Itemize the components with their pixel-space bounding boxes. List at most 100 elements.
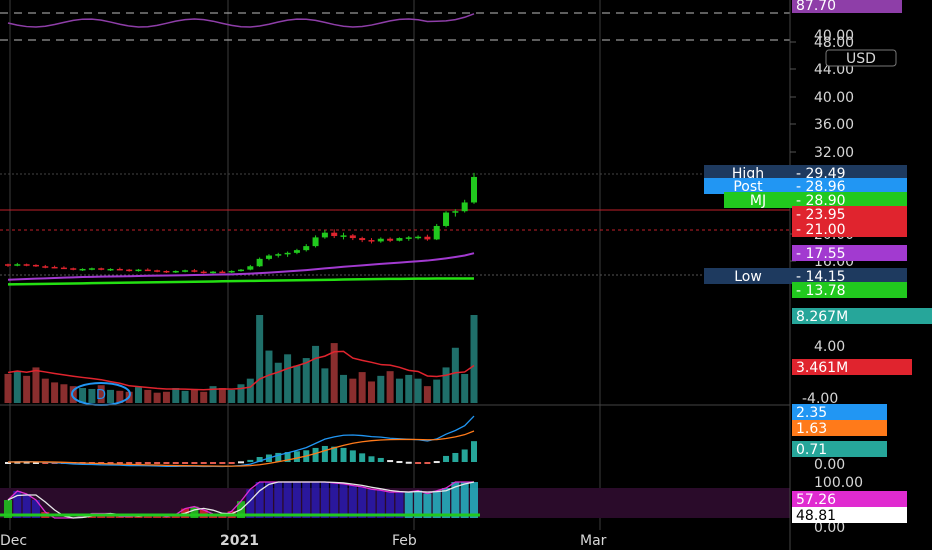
candle-body	[377, 238, 384, 242]
stoch-bar	[274, 482, 283, 518]
macd-bar	[256, 457, 263, 462]
candle-body	[32, 264, 39, 267]
candle-body	[340, 235, 347, 237]
macd-bar	[396, 461, 403, 464]
stoch-bar	[423, 493, 432, 518]
volume-bar	[349, 378, 357, 403]
candle-body	[265, 255, 272, 259]
macd-bar	[191, 462, 198, 464]
volume-bar	[451, 347, 459, 403]
date-label: 2021	[220, 533, 259, 549]
macd-bar	[405, 461, 412, 464]
macd-bar	[210, 462, 217, 464]
macd-bar	[32, 461, 39, 464]
stoch-bar	[320, 482, 329, 518]
candle-body	[154, 270, 161, 272]
volume-bar	[153, 392, 161, 403]
moving-averages	[7, 252, 475, 286]
stoch-bar	[292, 482, 301, 518]
marker-name-bg	[704, 178, 792, 194]
candles[interactable]	[5, 172, 477, 274]
marker-name: Post	[733, 179, 763, 195]
volume-bar	[293, 365, 301, 403]
volume-bar	[274, 362, 282, 403]
volume-bar	[395, 378, 403, 403]
volume-bar	[162, 391, 170, 403]
candle-body	[219, 271, 226, 274]
candle-body	[116, 268, 123, 271]
candle-body	[144, 269, 151, 272]
rsi-panel	[0, 12, 790, 41]
volume-bar	[358, 372, 366, 403]
volume-bar	[134, 387, 142, 403]
candle-body	[14, 264, 21, 266]
price-tick-label: 32.00	[814, 145, 854, 161]
stoch-bar	[386, 492, 395, 518]
macd-bar	[182, 462, 189, 464]
candle-body	[172, 270, 179, 273]
date-label: Dec	[0, 533, 27, 549]
macd-bar	[433, 461, 440, 464]
signal-value: 1.63	[796, 421, 827, 437]
volume-bar	[218, 388, 226, 403]
volume-bar	[405, 374, 413, 403]
price-tick-label: 40.00	[814, 90, 854, 106]
candle-body	[321, 232, 328, 238]
candle-body	[452, 211, 459, 213]
candle-body	[107, 268, 114, 271]
volume-bar	[386, 371, 394, 403]
date-label: Feb	[392, 533, 417, 549]
date-axis[interactable]: Dec 2021 Feb Mar	[0, 533, 607, 549]
candle-body	[238, 269, 244, 272]
candle-body	[200, 271, 207, 274]
macd-bar	[359, 453, 366, 462]
macd-bar	[349, 450, 356, 462]
candle-body	[98, 268, 105, 270]
candle-body	[275, 254, 282, 256]
price-tick-label: 48.00	[814, 35, 854, 51]
macd-bar	[275, 452, 282, 462]
candle-body	[88, 268, 95, 270]
candle-body	[303, 246, 310, 251]
candle-body	[60, 267, 67, 270]
candle-body	[424, 236, 431, 240]
macd-bar	[116, 462, 123, 464]
stoch-bar	[283, 482, 292, 518]
volume-ma: 3.461M	[796, 360, 848, 376]
macd-bar	[126, 462, 133, 464]
volume-bar	[107, 389, 115, 403]
macd-bar	[340, 447, 347, 462]
volume-bar	[246, 378, 254, 403]
stoch-bar	[4, 500, 12, 518]
stoch-bar	[264, 482, 273, 518]
stoch-bar	[115, 516, 124, 518]
macd-bar	[321, 445, 328, 462]
stoch-bar	[414, 490, 423, 518]
stoch-bar	[470, 482, 478, 518]
marker-name-bg	[704, 268, 792, 284]
candle-body	[135, 269, 142, 272]
volume-ma-line	[7, 350, 475, 391]
candle-body	[368, 240, 375, 242]
volume-bar	[228, 389, 236, 403]
macd-tick-label: 0.00	[814, 457, 845, 473]
marker-value-bg	[792, 206, 907, 222]
candle-body	[443, 212, 450, 226]
volume-bar	[442, 367, 450, 403]
candle-body	[126, 269, 133, 272]
macd-bar	[424, 462, 431, 464]
macd-bar	[331, 446, 338, 462]
macd-bar	[377, 457, 384, 462]
macd-bar	[443, 455, 450, 462]
stoch-bar	[358, 486, 367, 518]
volume-bar	[367, 381, 375, 403]
macd-value-bg	[792, 404, 887, 420]
stoch-bar	[432, 490, 441, 518]
volume-tick-label: 4.00	[814, 339, 845, 355]
marker-name: MJ	[750, 193, 766, 209]
rsi-value: 87.70	[796, 0, 836, 14]
volume-bar	[200, 391, 208, 403]
stoch-bar	[311, 482, 320, 518]
